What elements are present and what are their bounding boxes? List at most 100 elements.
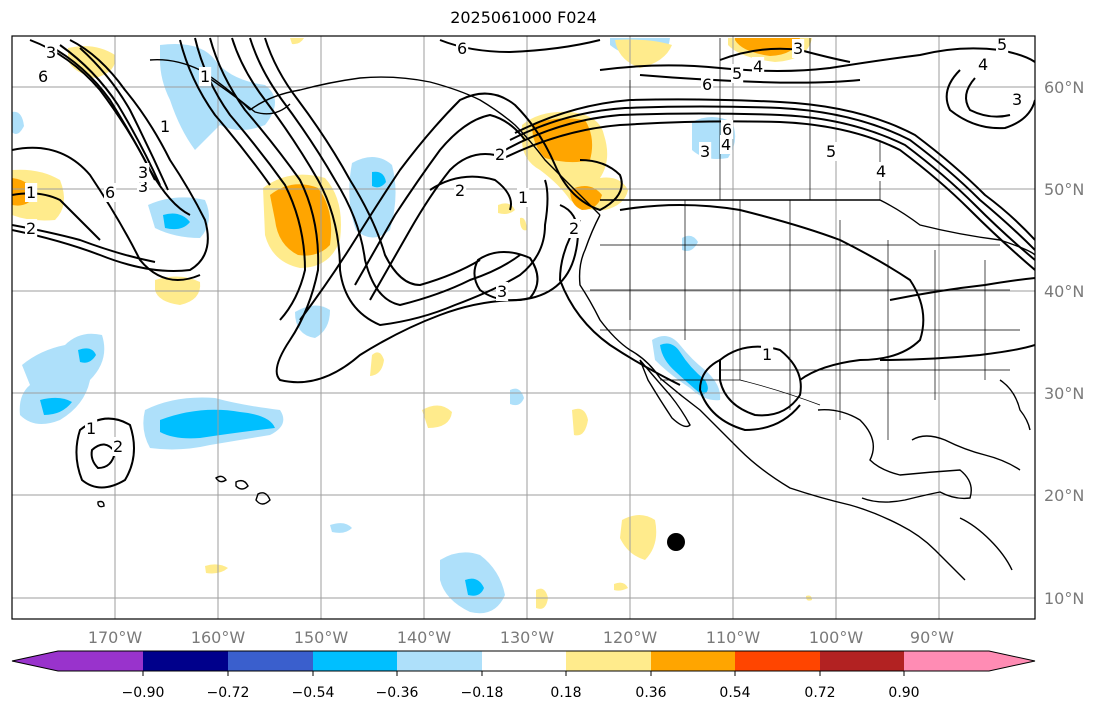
svg-text:5: 5 [826, 142, 836, 161]
svg-text:6: 6 [105, 183, 115, 202]
colorbar-tick-label: −0.90 [122, 685, 165, 701]
contour-label-bg [996, 36, 1009, 54]
svg-text:2: 2 [455, 181, 465, 200]
lon-label: 100°W [809, 628, 864, 647]
contour-label: 1 [761, 345, 774, 364]
svg-text:1: 1 [518, 188, 528, 207]
colorbar-tick-label: 0.36 [635, 685, 666, 701]
svg-text:4: 4 [978, 55, 988, 74]
svg-text:5: 5 [997, 35, 1007, 54]
svg-text:3: 3 [497, 282, 507, 301]
contour-label-bg [496, 282, 509, 301]
colorbar-swatch [820, 651, 904, 671]
colorbar-swatch [12, 651, 58, 671]
contour-label-bg [517, 188, 530, 207]
contour-label-bg [37, 67, 50, 86]
contour-label: 6 [701, 75, 714, 94]
contour-label-bg [792, 39, 805, 58]
lat-label: 10°N [1044, 589, 1084, 608]
contour-label: 4 [752, 57, 765, 76]
colorbar-tick-label: 0.18 [550, 685, 581, 701]
contour-label: 6 [104, 183, 117, 202]
contour-label: 3 [1011, 90, 1024, 109]
latitude-axis: 60°N 50°N 40°N 30°N 20°N 10°N [1044, 78, 1084, 608]
contour-label-bg [568, 219, 581, 238]
svg-text:3: 3 [138, 163, 148, 182]
lon-label: 120°W [603, 628, 658, 647]
contour-label-bg [731, 64, 744, 83]
contour-label: 3 [792, 39, 805, 58]
svg-text:4: 4 [753, 57, 763, 76]
gridlines [12, 36, 1035, 619]
svg-text:4: 4 [876, 162, 886, 181]
colorbar-tick-label: −0.72 [207, 685, 250, 701]
contour-label: 2 [112, 437, 125, 456]
colorbar-swatch [397, 651, 482, 671]
contour-label: 2 [494, 145, 507, 164]
svg-text:1: 1 [762, 345, 772, 364]
colorbar-tick-label: −0.36 [376, 685, 419, 701]
colorbar: −0.90 −0.72 −0.54 −0.36 −0.18 0.18 0.36 … [11, 650, 1036, 701]
colorbar-swatch [989, 651, 1035, 671]
lon-label: 130°W [500, 628, 555, 647]
contour-label: 1 [517, 188, 530, 207]
contour-labels: 3 6 6 3 5 4 5 4 3 6 4 3 6 5 4 3 1 2 6 1 … [25, 35, 1024, 456]
colorbar-tick-label: 0.90 [888, 685, 919, 701]
contour-label: 3 [45, 43, 58, 62]
svg-text:4: 4 [721, 135, 731, 154]
colorbar-tick-label: −0.54 [292, 685, 335, 701]
contour-label: 6 [456, 39, 469, 58]
map-title: 2025061000 F024 [450, 8, 597, 27]
svg-text:3: 3 [700, 142, 710, 161]
contour-label: 1 [85, 419, 98, 438]
contour-label-bg [454, 181, 467, 200]
contour-label: 2 [454, 181, 467, 200]
colorbar-swatch [735, 651, 820, 671]
contour-label: 6 [37, 67, 50, 86]
svg-text:6: 6 [722, 120, 732, 139]
colorbar-swatch [143, 651, 228, 671]
svg-text:6: 6 [38, 67, 48, 86]
colorbar-tick-label: 0.54 [719, 685, 750, 701]
longitude-axis: 170°W 160°W 150°W 140°W 130°W 120°W 110°… [88, 628, 954, 647]
contour-label-bg [85, 419, 98, 438]
contour-label-bg [875, 162, 888, 181]
contour-label: 2 [25, 219, 38, 238]
svg-text:2: 2 [26, 219, 36, 238]
contour-label-bg [199, 67, 212, 86]
contour-label: 4 [875, 162, 888, 181]
svg-text:2: 2 [569, 219, 579, 238]
svg-text:1: 1 [160, 117, 170, 136]
contour-label: 5 [731, 64, 744, 83]
svg-text:6: 6 [457, 39, 467, 58]
svg-text:3: 3 [138, 177, 148, 196]
contour-label-bg [137, 163, 150, 182]
contour-label-bg [825, 142, 838, 161]
contour-label-bg [159, 117, 172, 136]
contour-label: 1 [199, 67, 212, 86]
contour-lines [12, 37, 1035, 489]
svg-text:3: 3 [793, 39, 803, 58]
contour-label-bg [761, 345, 774, 364]
lon-label: 90°W [910, 628, 954, 647]
coastlines [97, 59, 1035, 581]
svg-text:1: 1 [26, 183, 36, 202]
lat-label: 40°N [1044, 282, 1084, 301]
colorbar-tick-label: 0.72 [804, 685, 835, 701]
contour-label-bg [977, 55, 990, 74]
contour-label-bg [25, 183, 38, 202]
colorbar-swatch [904, 651, 989, 671]
colorbar-swatch [228, 651, 313, 671]
svg-text:2: 2 [495, 145, 505, 164]
svg-text:2: 2 [113, 437, 123, 456]
colorbar-outline [11, 650, 1036, 672]
political-borders [590, 38, 1020, 440]
lon-label: 140°W [397, 628, 452, 647]
contour-label-bg [720, 135, 733, 154]
contour-label-bg [112, 437, 125, 456]
contour-label: 4 [720, 135, 733, 154]
svg-text:6: 6 [702, 75, 712, 94]
svg-text:1: 1 [86, 419, 96, 438]
colorbar-swatch [58, 651, 143, 671]
